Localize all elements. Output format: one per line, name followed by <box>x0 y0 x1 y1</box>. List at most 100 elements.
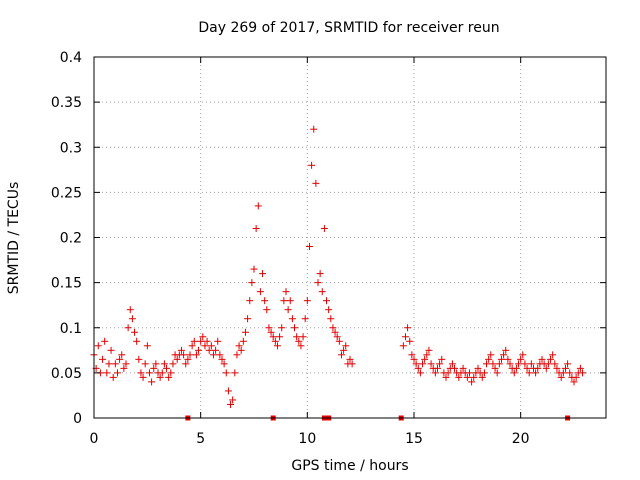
data-point <box>547 355 555 363</box>
data-point <box>135 355 143 363</box>
data-point <box>487 351 495 359</box>
data-point <box>478 373 486 381</box>
data-point <box>156 373 164 381</box>
data-point <box>346 355 354 363</box>
y-tick-label: 0.15 <box>51 276 82 292</box>
data-point <box>137 369 145 377</box>
data-point <box>448 360 456 368</box>
y-tick-label: 0 <box>73 411 82 427</box>
data-point <box>423 351 431 359</box>
data-point <box>231 369 239 377</box>
data-point <box>113 369 121 377</box>
data-point <box>143 342 151 350</box>
data-point <box>538 355 546 363</box>
data-point <box>184 355 192 363</box>
data-point <box>220 360 228 368</box>
data-point <box>521 360 529 368</box>
data-point <box>517 355 525 363</box>
data-point <box>207 342 215 350</box>
data-point <box>122 360 130 368</box>
data-point <box>331 328 339 336</box>
data-point <box>506 360 514 368</box>
data-point <box>320 224 328 232</box>
y-tick-label: 0.05 <box>51 366 82 382</box>
data-point <box>342 342 350 350</box>
data-point <box>186 351 194 359</box>
data-point <box>109 373 117 381</box>
data-point <box>406 337 414 345</box>
data-point <box>256 288 264 296</box>
data-point <box>284 306 292 314</box>
data-point <box>280 297 288 305</box>
data-point <box>229 396 237 404</box>
data-point <box>288 315 296 323</box>
data-point <box>148 378 156 386</box>
data-point <box>248 279 256 287</box>
data-point <box>421 355 429 363</box>
data-point <box>444 369 452 377</box>
data-point <box>497 355 505 363</box>
data-point <box>544 360 552 368</box>
data-point <box>312 179 320 187</box>
data-point <box>523 364 531 372</box>
data-point <box>510 369 518 377</box>
data-point <box>491 364 499 372</box>
data-point <box>340 346 348 354</box>
data-point <box>527 360 535 368</box>
x-tick-label: 20 <box>512 431 530 447</box>
data-point <box>273 342 281 350</box>
data-point <box>267 328 275 336</box>
data-point <box>237 346 245 354</box>
data-point <box>116 355 124 363</box>
data-point <box>468 378 476 386</box>
data-point <box>512 364 520 372</box>
data-point <box>425 346 433 354</box>
data-point <box>316 270 324 278</box>
data-point <box>408 351 416 359</box>
data-point <box>118 351 126 359</box>
data-point <box>177 346 185 354</box>
data-point <box>442 373 450 381</box>
data-point <box>470 373 478 381</box>
data-point <box>218 355 226 363</box>
data-point <box>224 387 232 395</box>
data-point <box>410 355 418 363</box>
data-point <box>561 364 569 372</box>
y-axis-ticks: 0 0.05 0.1 0.15 0.2 0.25 0.3 0.35 0.4 <box>51 50 606 427</box>
data-point <box>333 333 341 341</box>
data-point <box>566 369 574 377</box>
data-point <box>261 297 269 305</box>
data-point <box>205 346 213 354</box>
data-point <box>158 369 166 377</box>
data-point <box>303 297 311 305</box>
data-point <box>314 279 322 287</box>
data-point <box>414 364 422 372</box>
x-tick-label: 5 <box>196 431 205 447</box>
data-point <box>180 351 188 359</box>
data-point <box>549 351 557 359</box>
data-point <box>259 270 267 278</box>
data-point <box>141 360 149 368</box>
data-point <box>139 373 147 381</box>
data-point <box>282 288 290 296</box>
data-point <box>254 202 262 210</box>
data-point <box>276 333 284 341</box>
data-point <box>519 351 527 359</box>
data-point <box>107 346 115 354</box>
data-point <box>99 355 107 363</box>
data-point <box>190 337 198 345</box>
data-point <box>570 378 578 386</box>
data-point <box>214 337 222 345</box>
data-point <box>463 373 471 381</box>
data-point <box>250 265 258 273</box>
data-point <box>455 373 463 381</box>
data-point <box>150 364 158 372</box>
chart-title: Day 269 of 2017, SRMTID for receiver reu… <box>198 20 499 36</box>
y-tick-label: 0.25 <box>51 185 82 201</box>
data-point <box>480 369 488 377</box>
data-point <box>299 333 307 341</box>
data-point <box>173 355 181 363</box>
data-point <box>557 373 565 381</box>
y-axis-label: SRMTID / TECUs <box>6 182 22 295</box>
